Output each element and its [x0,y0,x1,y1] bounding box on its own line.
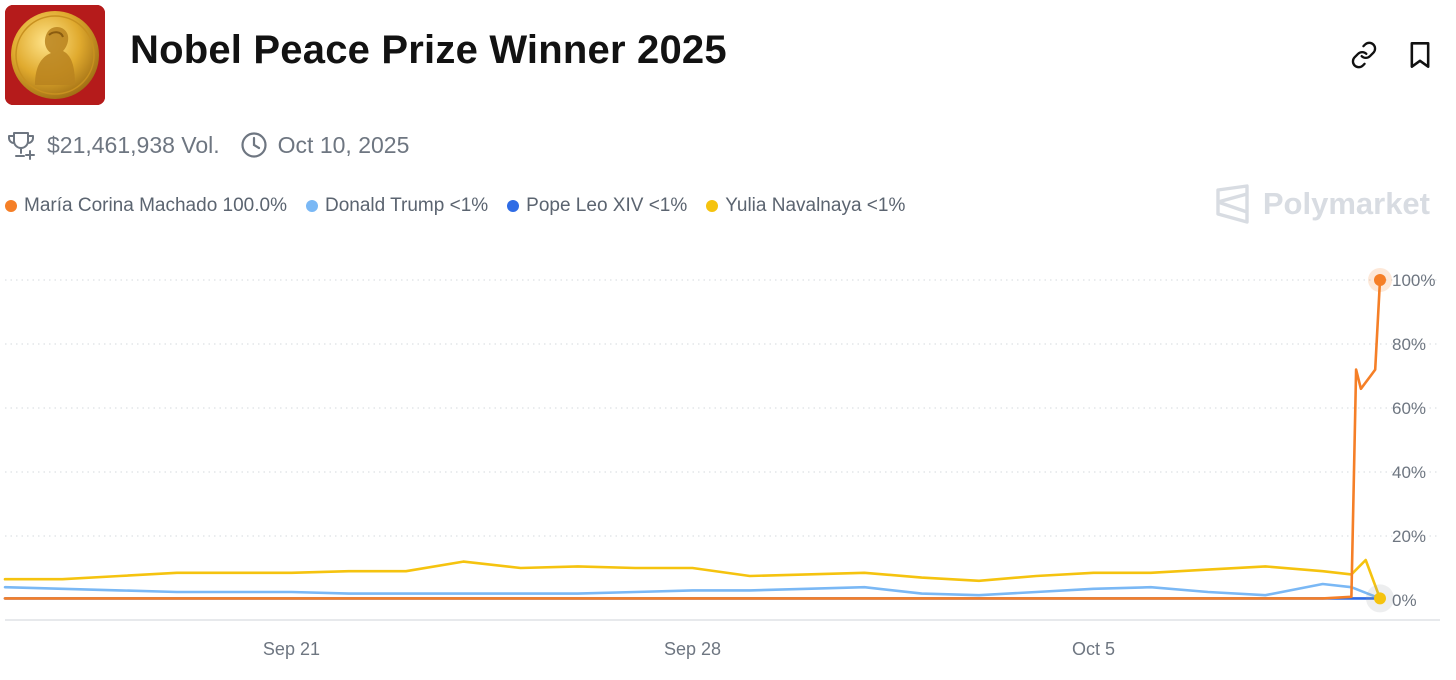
x-tick-label: Sep 21 [263,639,320,659]
chart-legend: María Corina Machado 100.0% Donald Trump… [5,192,924,220]
legend-label: Pope Leo XIV <1% [526,195,688,216]
y-tick-label: 60% [1392,399,1426,418]
page-title: Nobel Peace Prize Winner 2025 [130,28,727,72]
market-meta: $21,461,938 Vol. Oct 10, 2025 [5,128,409,162]
volume-text: $21,461,938 Vol. [47,131,220,158]
legend-item-trump: Donald Trump <1% [305,195,489,217]
x-tick-label: Sep 28 [664,639,721,659]
series-line-yulia-navalnaya [3,558,1382,600]
x-axis: Sep 21 Sep 28 Oct 5 [263,639,1115,659]
clock-icon [241,132,267,158]
end-marker-navalnaya [1374,592,1386,605]
legend-dot [706,200,719,212]
chart-grid [5,279,1440,621]
nobel-medal-icon [5,5,105,105]
link-icon [1351,41,1377,69]
y-tick-label: 0% [1392,591,1417,610]
chart-series [3,278,1382,600]
legend-dot [507,200,520,212]
end-marker-machado [1374,274,1386,286]
y-tick-label: 40% [1392,463,1426,482]
x-tick-label: Oct 5 [1072,639,1115,659]
bookmark-icon [1410,42,1430,68]
price-history-chart: 0% 20% 40% 60% 80% 100% Sep 21 Sep 28 Oct 5 [3,268,1440,659]
end-date-text: Oct 10, 2025 [277,131,410,158]
legend-label: Yulia Navalnaya <1% [725,195,906,216]
legend-item-navalnaya: Yulia Navalnaya <1% [706,195,905,217]
polymarket-watermark: Polymarket [1215,184,1430,224]
chart-markers [1366,268,1394,613]
market-logo [5,5,105,105]
end-date-info: Oct 10, 2025 [240,131,410,159]
legend-label: María Corina Machado 100.0% [24,195,287,216]
watermark-text: Polymarket [1262,186,1430,221]
y-tick-label: 20% [1392,527,1426,546]
y-tick-label: 80% [1392,335,1426,354]
link-button[interactable] [1347,38,1381,72]
legend-dot [5,200,17,212]
y-tick-label: 100% [1392,271,1435,290]
legend-dot [305,200,318,212]
legend-item-pope-leo: Pope Leo XIV <1% [507,195,687,217]
polymarket-logo-icon [1216,184,1249,224]
bookmark-button[interactable] [1403,38,1437,72]
legend-item-machado: María Corina Machado 100.0% [5,195,287,217]
volume-info: $21,461,938 Vol. [5,129,220,161]
trophy-icon [8,132,35,160]
y-axis: 0% 20% 40% 60% 80% 100% [1392,271,1435,610]
legend-label: Donald Trump <1% [324,195,489,216]
series-line-mar-a-corina-machado [3,278,1382,600]
series-line-donald-trump [3,582,1382,600]
